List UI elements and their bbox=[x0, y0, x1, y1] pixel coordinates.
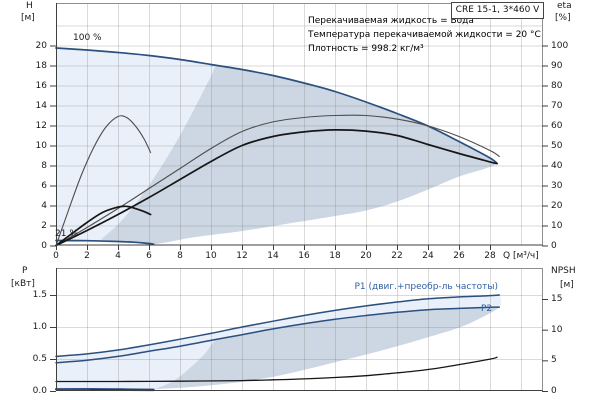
npsh-tick-label: 15 bbox=[551, 294, 563, 304]
q-tick-label: 2 bbox=[84, 251, 90, 261]
pump-model-title-box: CRE 15-1, 3*460 V bbox=[451, 2, 544, 19]
npsh-axis-title: NPSH bbox=[551, 266, 576, 276]
head-curve-100pct bbox=[55, 47, 498, 165]
q-tick-label: 12 bbox=[236, 251, 248, 261]
h-tick-label: 0 bbox=[41, 240, 47, 251]
p1-curve-21pct bbox=[54, 388, 155, 391]
p1-curve-100pct bbox=[55, 294, 501, 358]
q-tick-label: 18 bbox=[329, 251, 341, 261]
eta-tick-label: 0 bbox=[551, 240, 557, 251]
eta-tick-label: 20 bbox=[551, 200, 563, 211]
p-axis-unit: [кВт] bbox=[11, 279, 35, 289]
h-tick-label: 6 bbox=[41, 180, 47, 191]
q-tick-label: 14 bbox=[267, 251, 279, 261]
eta-tick-label: 10 bbox=[551, 220, 563, 231]
h-tick-label: 20 bbox=[35, 40, 47, 51]
eta-tick-label: 80 bbox=[551, 80, 563, 91]
annotation-temperature: Температура перекачиваемой жидкости = 20… bbox=[308, 30, 541, 40]
h-tick-label: 8 bbox=[41, 160, 47, 171]
annotation-density: Плотность = 998.2 кг/м³ bbox=[308, 44, 424, 54]
eta-tick-label: 60 bbox=[551, 120, 563, 131]
p2-curve-label: P2 bbox=[481, 304, 493, 314]
eta-tick-label: 50 bbox=[551, 140, 563, 151]
h-axis-title: H bbox=[26, 1, 33, 11]
h-tick-label: 14 bbox=[35, 100, 47, 111]
q-tick-label: 4 bbox=[115, 251, 121, 261]
eta-total-21pct bbox=[55, 205, 152, 247]
npsh-tick-label: 10 bbox=[551, 324, 563, 335]
duty-range-dark bbox=[100, 65, 498, 245]
q-tick-label: 8 bbox=[177, 251, 183, 261]
pump-model-title: CRE 15-1, 3*460 V bbox=[455, 5, 540, 15]
speed-21-label: 21 % bbox=[55, 229, 78, 239]
eta-pump-100pct bbox=[55, 114, 500, 247]
p-tick-label: 0.0 bbox=[32, 386, 47, 396]
h-tick-label: 18 bbox=[35, 60, 47, 71]
q-tick-label: 26 bbox=[453, 251, 465, 261]
npsh-tick-label: 5 bbox=[551, 355, 557, 366]
power-duty-range-dark bbox=[155, 306, 500, 390]
h-tick-label: 10 bbox=[35, 140, 47, 151]
eta-total-100pct bbox=[55, 129, 498, 247]
eta-tick-label: 70 bbox=[551, 100, 563, 111]
h-tick-label: 2 bbox=[41, 220, 47, 231]
h-tick-label: 16 bbox=[35, 80, 47, 91]
speed-100-label: 100 % bbox=[73, 33, 102, 43]
eta-tick-label: 40 bbox=[551, 160, 563, 171]
npsh-axis-unit: [м] bbox=[560, 280, 574, 290]
q-tick-label: 28 bbox=[484, 251, 496, 261]
p-tick-label: 1.0 bbox=[32, 322, 47, 332]
q-tick-label: 24 bbox=[422, 251, 434, 261]
annotation-fluid: Перекачиваемая жидкость = Вода bbox=[308, 16, 474, 26]
q-tick-label: 20 bbox=[360, 251, 372, 261]
eta-tick-label: 30 bbox=[551, 180, 563, 191]
head-curve-21pct bbox=[55, 239, 155, 246]
q-tick-label: 6 bbox=[146, 251, 152, 261]
h-axis-unit: [м] bbox=[21, 13, 35, 23]
eta-tick-label: 100 bbox=[551, 40, 569, 51]
p-tick-label: 1.5 bbox=[32, 290, 47, 300]
npsh-curve bbox=[55, 356, 498, 383]
q-tick-label: 16 bbox=[298, 251, 310, 261]
q-axis-title: Q [м³/ч] bbox=[503, 251, 539, 261]
npsh-tick-label: 0 bbox=[551, 386, 557, 396]
eta-axis-title: eta bbox=[557, 1, 572, 11]
p-tick-label: 0.5 bbox=[32, 354, 47, 364]
q-tick-label: 0 bbox=[53, 251, 59, 261]
p-axis-title: P bbox=[22, 266, 28, 276]
h-tick-label: 4 bbox=[41, 200, 47, 211]
p1-curve-label: P1 (двиг.+преобр-ль частоты) bbox=[354, 282, 499, 292]
eta-axis-unit: [%] bbox=[555, 13, 571, 23]
eta-pump-21pct bbox=[55, 115, 152, 247]
q-tick-label: 10 bbox=[205, 251, 217, 261]
eta-tick-label: 90 bbox=[551, 60, 563, 71]
p2-curve-100pct bbox=[55, 306, 501, 364]
h-tick-label: 12 bbox=[35, 120, 47, 131]
q-tick-label: 22 bbox=[391, 251, 403, 261]
